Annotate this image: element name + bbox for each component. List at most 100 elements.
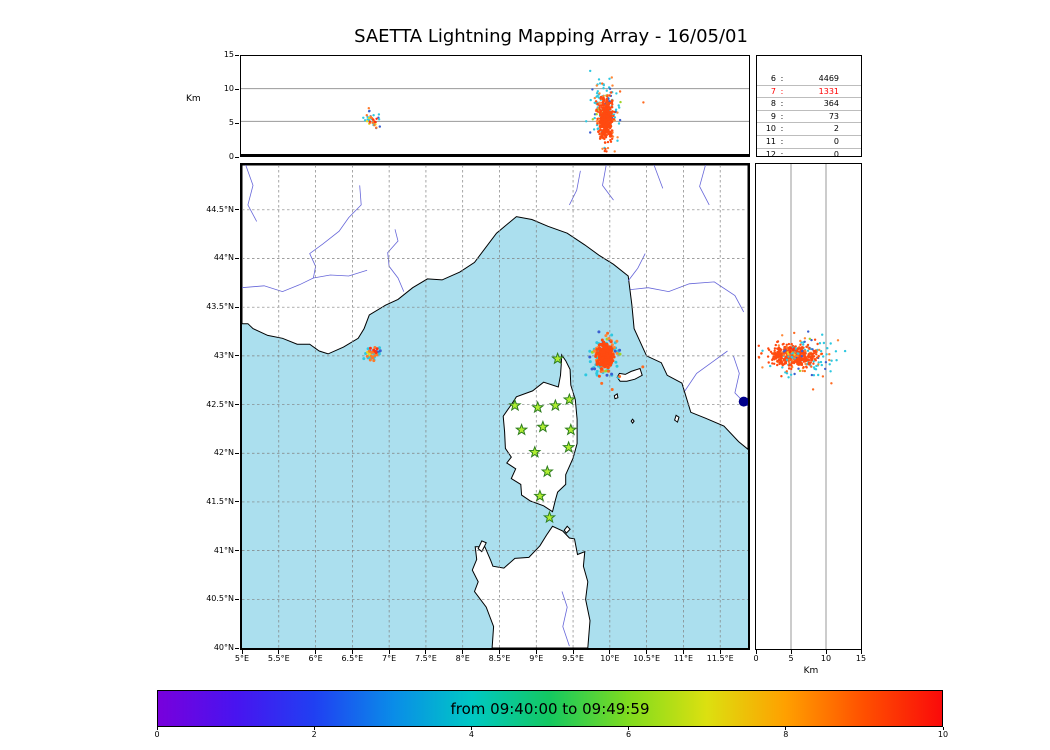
lightning-source-dot (594, 355, 598, 358)
lightning-source-dot (588, 355, 592, 359)
altitude-axis-label: Km (186, 94, 201, 104)
lightning-source-dot (810, 338, 813, 342)
lightning-source-dot (603, 120, 606, 123)
lightning-source-dot (596, 110, 599, 113)
lightning-source-dot (611, 103, 614, 106)
lightning-source-dot (769, 350, 773, 353)
lightning-source-dot (593, 101, 596, 104)
lightning-source-dot (362, 357, 366, 361)
lightning-source-dot (609, 108, 612, 111)
axis-tickmark (315, 650, 317, 654)
altitude-vs-longitude-panel (240, 55, 750, 157)
lightning-source-dot (595, 113, 598, 116)
lightning-source-dot (604, 334, 608, 338)
lightning-source-dot (803, 369, 806, 373)
stats-source-count: 73 (828, 111, 839, 121)
lightning-source-dot (606, 366, 610, 370)
lightning-source-dot (610, 388, 614, 391)
axis-tickmark (755, 650, 757, 654)
lightning-source-dot (612, 346, 616, 349)
lightning-source-dot (617, 104, 620, 107)
lightning-source-dot (596, 122, 599, 125)
lightning-source-dot (776, 347, 779, 350)
station-count-stats-panel: 6: 4469 7: 1331 8: 364 9: 73 10: 2 11: 0 12: 0 (756, 55, 862, 157)
lightning-source-dot (600, 121, 603, 125)
axis-tickmark (462, 650, 464, 654)
axis-tickmark (241, 650, 243, 654)
lightning-source-dot (609, 124, 613, 128)
lightning-source-dot (373, 346, 377, 349)
lightning-source-dot (790, 356, 793, 359)
lightning-source-dot (807, 356, 810, 359)
lightning-source-dot (606, 354, 610, 358)
lightning-source-dot (761, 349, 764, 352)
lightning-source-dot (618, 106, 621, 109)
lightning-source-dot (593, 116, 596, 120)
lon-tick-label: 5.5°E (267, 654, 290, 663)
lightning-source-dot (801, 349, 804, 353)
station-star-marker (528, 445, 542, 458)
axis-tickmark (278, 650, 280, 654)
alt-tick-label: 10 (223, 84, 234, 93)
lightning-source-dot (618, 118, 622, 122)
colorbar-tick-label: 2 (311, 730, 317, 739)
lightning-source-dot (788, 358, 791, 361)
station-star-marker (551, 351, 565, 365)
axis-tickmark (235, 355, 239, 357)
river-line (699, 165, 710, 206)
lightning-source-dot (793, 372, 796, 376)
lightning-source-dot (820, 363, 823, 367)
lightning-source-dot (801, 369, 804, 373)
lightning-source-dot (807, 358, 811, 362)
lightning-source-dot (802, 353, 806, 356)
lightning-source-dot (820, 352, 824, 355)
axis-tickmark (313, 727, 315, 730)
lightning-source-dot (797, 361, 800, 364)
lightning-source-dot (761, 366, 764, 369)
landmass-pianosa (613, 392, 619, 400)
lightning-source-dot (603, 132, 606, 136)
lightning-source-dot (826, 347, 829, 350)
lightning-source-dot (585, 120, 588, 123)
lightning-source-dot (800, 347, 803, 350)
lightning-source-dot (612, 114, 615, 118)
alt-tick-label: 5 (228, 118, 234, 127)
lightning-source-dot (799, 343, 802, 346)
lightning-source-dot (830, 382, 833, 385)
lightning-source-dot (599, 109, 603, 113)
stats-colon: : (780, 124, 784, 134)
lightning-source-dot (373, 354, 377, 358)
lon-tick-label: 9.5°E (562, 654, 584, 663)
lightning-source-dot (642, 101, 645, 104)
lightning-source-dot (602, 130, 605, 133)
lightning-source-dot (605, 115, 609, 118)
lightning-source-dot (375, 117, 378, 120)
lightning-source-dot (368, 120, 372, 123)
stats-source-count: 0 (833, 149, 839, 157)
lightning-source-dot (610, 347, 614, 351)
lightning-source-dot (807, 353, 810, 356)
lightning-source-dot (601, 356, 605, 360)
colorbar-tick-label: 4 (468, 730, 474, 739)
lightning-source-dot (602, 87, 605, 90)
lightning-source-dot (605, 150, 608, 153)
lightning-source-dot (816, 342, 819, 346)
lightning-source-dot (598, 132, 601, 136)
lon-tick-label: 9°E (529, 654, 544, 663)
station-star-marker (548, 398, 562, 412)
lightning-source-dot (374, 120, 377, 124)
lon-tick-label: 7.5°E (415, 654, 437, 663)
lightning-source-dot (608, 123, 611, 127)
lightning-source-dot (599, 126, 602, 129)
lightning-source-dot (813, 338, 817, 341)
lightning-source-dot (368, 358, 372, 362)
lightning-source-dot (610, 372, 614, 376)
lightning-source-dot (370, 350, 374, 354)
alt-lat-scatter (757, 164, 847, 649)
lightning-source-dot (787, 367, 791, 370)
lon-tick-label: 10°E (600, 654, 620, 663)
axis-tickmark (235, 156, 239, 158)
stats-source-count: 364 (823, 99, 839, 109)
lightning-source-dot (776, 363, 779, 367)
lightning-source-dot (613, 150, 616, 153)
